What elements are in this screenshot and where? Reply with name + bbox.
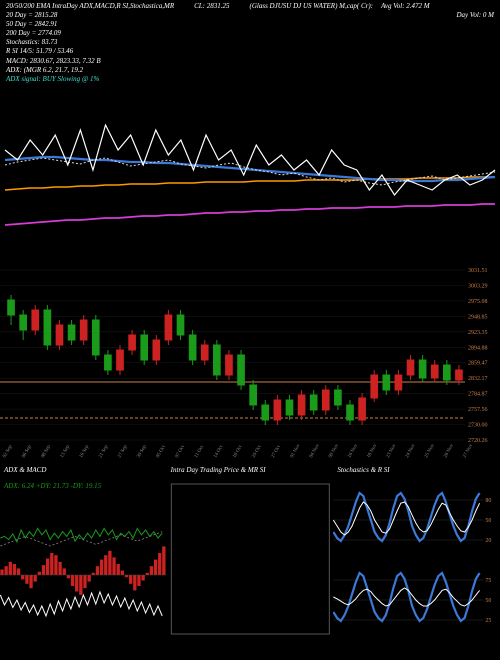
ma-chart [0,80,500,240]
header-symbol: (Glass DJUSU DJ US WATER) M,cap( Cr): [250,2,373,11]
svg-text:2832.17: 2832.17 [468,376,488,382]
svg-text:20: 20 [486,538,492,544]
sub1-label: ADX: 6.24 +DY: 21.73 -DY: 19.15 [4,482,101,490]
svg-text:2923.35: 2923.35 [468,330,488,336]
day-vol: Day Vol: 0 M [456,11,494,20]
svg-text:05 Oct: 05 Oct [156,444,167,459]
svg-text:2784.87: 2784.87 [468,392,488,398]
header-indicators: 20/50/200 EMA IntraDay ADX,MACD,R SI,Sto… [6,2,174,11]
svg-text:26 Nov: 26 Nov [443,443,455,459]
svg-text:23 Nov: 23 Nov [386,443,398,459]
svg-text:16 Nov: 16 Nov [347,443,359,459]
svg-text:2894.88: 2894.88 [468,345,488,351]
svg-text:27 Nov: 27 Nov [462,443,474,459]
ma20-label: 20 Day = 2815.28 [6,11,57,20]
svg-text:25 Nov: 25 Nov [424,443,436,459]
svg-text:2948.85: 2948.85 [468,314,488,320]
sub3-title: Stochastics & R SI [337,466,389,474]
svg-text:21 Sep: 21 Sep [98,444,109,459]
svg-text:2720.26: 2720.26 [468,438,488,444]
intraday-panel: Intra Day Trading Price & MR SI [167,480,334,640]
svg-text:11 Oct: 11 Oct [194,444,205,459]
svg-text:2859.47: 2859.47 [468,361,488,367]
svg-text:02 Sep: 02 Sep [2,444,13,459]
close-price: CL: 2831.25 [194,2,229,11]
svg-text:18 Oct: 18 Oct [232,444,243,459]
ma50-label: 50 Day = 2842.91 [6,20,494,29]
svg-text:80: 80 [486,498,492,504]
stoch-rsi-panel: Stochastics & R SI 805020755025 [333,480,500,640]
svg-text:27 Sep: 27 Sep [117,444,128,459]
sub2-title: Intra Day Trading Price & MR SI [171,466,266,474]
macd-label: MACD: 2830.67, 2823.33, 7.32 B [6,57,494,66]
candle-chart: 3031.51 3003.29 2975.08 2948.85 2923.35 2894.… [0,260,500,460]
stoch-label: Stochastics: 83.73 [6,38,494,47]
ma200-label: 200 Day = 2774.09 [6,29,494,38]
svg-text:2757.56: 2757.56 [468,407,488,413]
svg-text:27 Oct: 27 Oct [271,444,282,459]
avg-vol: Avg Vol: 2.472 M [381,2,430,11]
svg-text:13 Sep: 13 Sep [60,444,71,459]
svg-text:20 Oct: 20 Oct [252,444,263,459]
svg-text:07 Oct: 07 Oct [175,444,186,459]
adx-macd-panel: ADX & MACD ADX: 6.24 +DY: 21.73 -DY: 19.… [0,480,167,640]
svg-text:08 Sep: 08 Sep [41,444,52,459]
svg-text:2730.00: 2730.00 [468,423,488,429]
svg-text:24 Nov: 24 Nov [405,443,417,459]
svg-text:06 Sep: 06 Sep [22,444,33,459]
adx-label: ADX: (MGR 6.2, 21.7, 19.2 [6,66,494,75]
svg-text:16 Sep: 16 Sep [79,444,90,459]
svg-text:04 Nov: 04 Nov [309,443,321,459]
svg-text:14 Oct: 14 Oct [213,444,224,459]
svg-text:09 Nov: 09 Nov [328,443,340,459]
header-block: 20/50/200 EMA IntraDay ADX,MACD,R SI,Sto… [0,0,500,86]
svg-text:3003.29: 3003.29 [468,283,488,289]
svg-text:01 Nov: 01 Nov [290,443,302,459]
svg-text:50: 50 [486,598,492,604]
svg-text:18 Nov: 18 Nov [367,443,379,459]
rsi-label: R SI 14/5: 51.79 / 53.46 [6,47,494,56]
svg-text:3031.51: 3031.51 [468,268,488,274]
svg-text:25: 25 [486,618,492,624]
svg-text:75: 75 [486,578,492,584]
bottom-panels: ADX & MACD ADX: 6.24 +DY: 21.73 -DY: 19.… [0,480,500,640]
svg-text:30 Sep: 30 Sep [137,444,148,459]
svg-text:2975.08: 2975.08 [468,299,488,305]
svg-text:50: 50 [486,518,492,524]
sub1-title: ADX & MACD [4,466,46,474]
